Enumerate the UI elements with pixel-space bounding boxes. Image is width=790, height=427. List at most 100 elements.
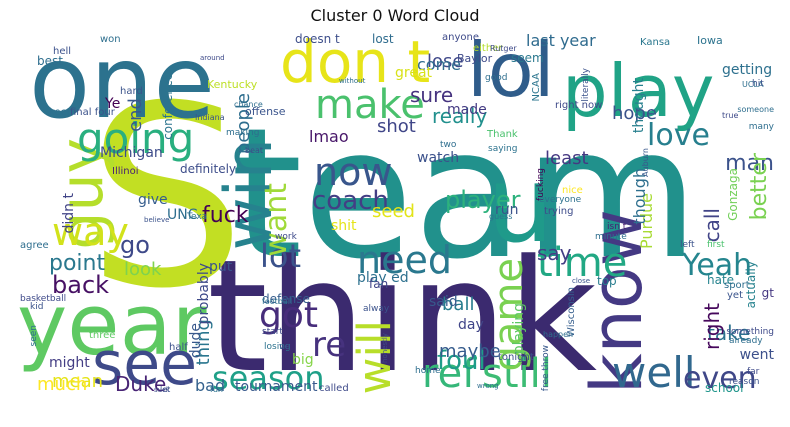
word-something: something (726, 327, 774, 337)
word-need: need (357, 238, 452, 282)
word-dude: dude (188, 323, 204, 359)
word-much: much (37, 374, 88, 395)
word-best: best (37, 54, 63, 68)
word-school: school (705, 381, 744, 395)
word-day: day (458, 317, 484, 333)
word-seen: seen (29, 325, 39, 347)
word-lol: lol (467, 26, 555, 114)
word-make: make (315, 82, 425, 128)
word-fan: fan (369, 277, 389, 291)
word-go: go (120, 231, 150, 259)
word-kansa: Kansa (640, 37, 671, 48)
word-fun: fun (210, 385, 223, 394)
word-michigan: Michigan (100, 145, 163, 161)
word-man: man (725, 151, 774, 176)
word-let: let (160, 385, 171, 394)
word-final-four: final four (70, 107, 115, 118)
word-iowa: Iowa (697, 34, 723, 47)
word-look: look (124, 259, 162, 280)
word-close: close (572, 277, 591, 285)
word-half: half (169, 342, 188, 353)
word-fuck: fuck (202, 203, 249, 228)
word-minute: minute (595, 232, 627, 242)
word-illinoi: Illinoi (112, 166, 139, 177)
word-wrong: wrong (477, 382, 499, 390)
word-time: time (537, 240, 628, 286)
word-gonzaga: Gonzaga (726, 168, 740, 221)
word-might: might (49, 355, 90, 371)
word-yeah: Yeah (682, 248, 753, 283)
word-mean: mean (52, 371, 104, 392)
word-seem: seem (511, 51, 544, 65)
word-anyone: anyone (442, 32, 479, 43)
word-hard: hard (120, 86, 143, 97)
word-basketball: basketball (20, 294, 67, 304)
word-already: already (729, 336, 763, 346)
word-right-now: right now (555, 100, 603, 111)
word-put: put (209, 259, 233, 275)
word-making: making (226, 128, 260, 138)
word-happen: happen (543, 330, 574, 339)
word-defense: defense (262, 292, 310, 306)
word-foul: foul (437, 346, 486, 376)
word-ye: Ye (105, 96, 121, 112)
word-better: better (747, 153, 772, 221)
word-alway: alway (363, 304, 390, 314)
word-will: will (348, 319, 401, 394)
word-beat: beat (245, 146, 264, 155)
word-said: said (429, 294, 458, 310)
word-run: run (495, 202, 519, 218)
word-think: think (207, 226, 598, 407)
word-far: far (747, 367, 760, 377)
word-coach: coach (312, 186, 389, 216)
word-now: now (314, 150, 393, 194)
word-last-year: last year (526, 31, 596, 50)
chart-title: Cluster 0 Word Cloud (310, 6, 480, 25)
word-sport: sport (724, 280, 750, 291)
word-ball: ball (442, 294, 475, 315)
word-chance: chance (234, 100, 263, 109)
word-first: first (707, 240, 725, 250)
word-point: point (49, 251, 106, 276)
word-ncaa: NCAA (531, 73, 542, 102)
word-even: even (683, 361, 757, 396)
word-thought: thought (631, 78, 647, 134)
word-made: made (447, 102, 487, 118)
word-lmao: lmao (309, 127, 349, 146)
word-top: top (597, 274, 617, 288)
word-call: call (700, 208, 724, 243)
word-thank: Thank (487, 129, 518, 140)
word-way: way (52, 210, 129, 254)
word-ve: ve (279, 342, 290, 352)
word-hate: hate (707, 273, 735, 287)
word-re: re (312, 325, 347, 365)
word-guess: guess (489, 212, 513, 221)
word-unc: UNC (167, 207, 198, 223)
word-watch: watch (417, 150, 460, 166)
word-maybe: maybe (439, 341, 501, 362)
word-agree: agree (20, 240, 49, 251)
word-conference: conference (161, 73, 175, 140)
word-lost: lost (372, 32, 394, 46)
word-football: football (262, 297, 293, 306)
word-ref: ref (422, 351, 477, 397)
word-end: end (125, 98, 146, 132)
word-year: year (17, 276, 207, 375)
word-play-ed: play ed (357, 270, 409, 286)
word-doesn-t: doesn t (295, 32, 340, 46)
word-duke: Duke (115, 372, 167, 396)
word-texa: Texa (187, 212, 208, 222)
word-u: u (487, 144, 554, 266)
word-got: got (259, 295, 318, 336)
word-seed: seed (372, 201, 415, 222)
word-true: true (722, 111, 739, 120)
word-literally: literally (581, 68, 591, 102)
word-isn-t: isn t (607, 222, 627, 232)
word-reason: reason (729, 377, 760, 387)
word-shot: shot (377, 116, 416, 137)
word-went: went (739, 347, 774, 363)
word-good: good (485, 73, 508, 83)
word-losing: losing (264, 342, 291, 352)
word-someone: someone (737, 105, 774, 114)
